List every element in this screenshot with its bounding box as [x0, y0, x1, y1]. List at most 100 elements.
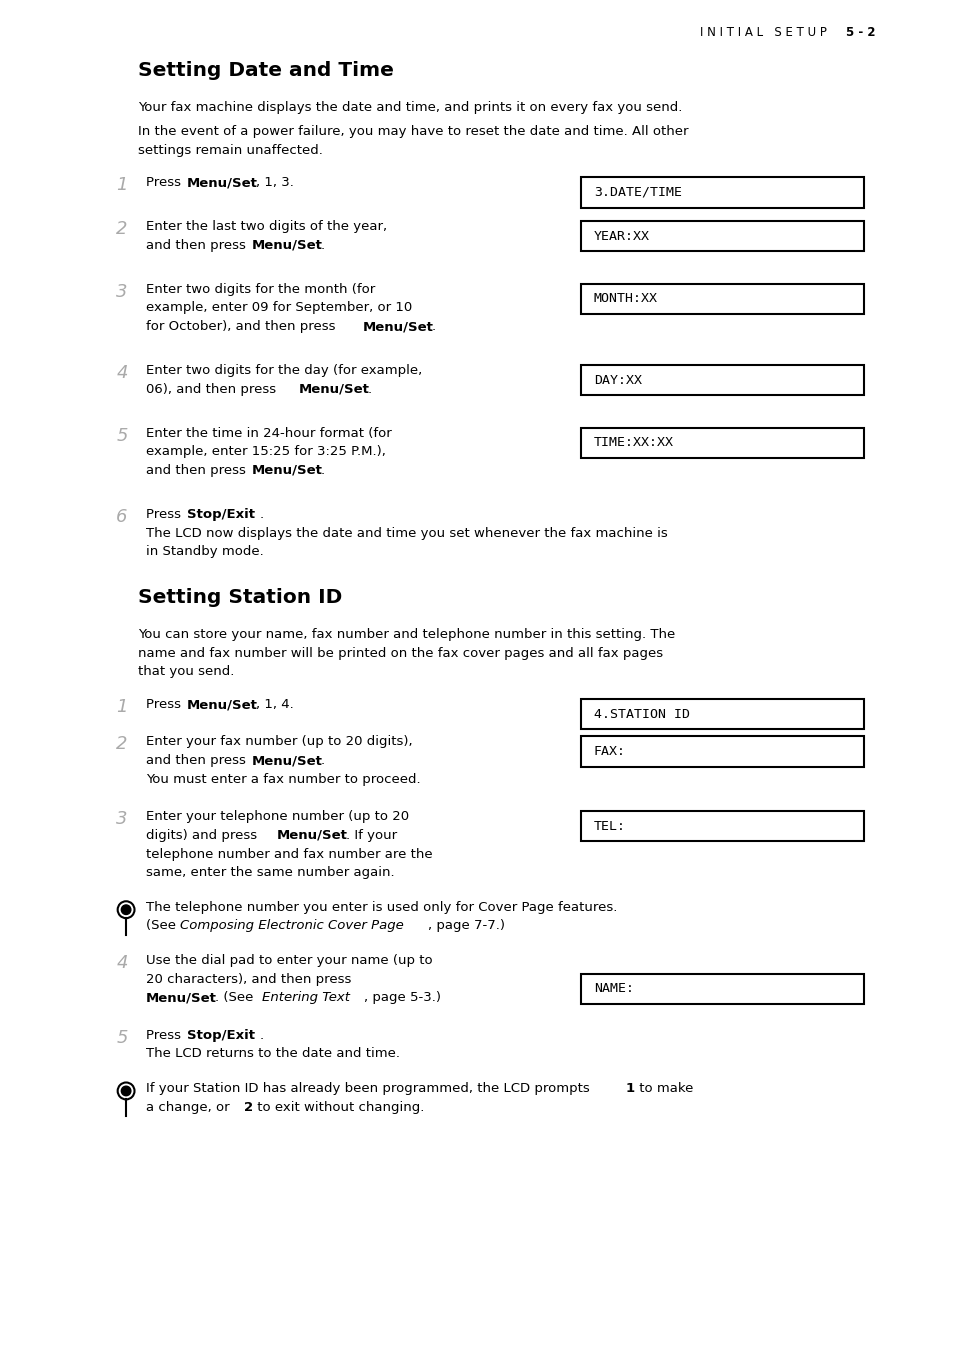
- Text: 2: 2: [244, 1101, 253, 1114]
- Text: 1: 1: [116, 176, 128, 195]
- Text: Enter your fax number (up to 20 digits),: Enter your fax number (up to 20 digits),: [146, 735, 412, 749]
- Text: Enter two digits for the month (for: Enter two digits for the month (for: [146, 283, 375, 296]
- Text: .: .: [320, 754, 325, 767]
- FancyBboxPatch shape: [580, 222, 862, 251]
- Text: Menu/Set: Menu/Set: [187, 176, 257, 189]
- Text: to exit without changing.: to exit without changing.: [253, 1101, 424, 1114]
- Text: Enter the time in 24-hour format (for: Enter the time in 24-hour format (for: [146, 427, 392, 439]
- Text: The LCD now displays the date and time you set whenever the fax machine is: The LCD now displays the date and time y…: [146, 526, 667, 539]
- Text: 5 - 2: 5 - 2: [845, 26, 874, 39]
- Text: . If your: . If your: [345, 829, 396, 842]
- Text: .: .: [367, 383, 372, 396]
- Text: .: .: [432, 320, 436, 333]
- Text: 2: 2: [116, 735, 128, 753]
- Text: You can store your name, fax number and telephone number in this setting. The: You can store your name, fax number and …: [138, 627, 675, 641]
- Text: that you send.: that you send.: [138, 665, 234, 679]
- FancyBboxPatch shape: [580, 177, 862, 208]
- Text: . (See: . (See: [214, 991, 257, 1005]
- Text: MONTH:XX: MONTH:XX: [594, 292, 658, 306]
- FancyBboxPatch shape: [580, 973, 862, 1005]
- Text: .: .: [320, 464, 325, 477]
- Text: In the event of a power failure, you may have to reset the date and time. All ot: In the event of a power failure, you may…: [138, 124, 688, 138]
- Text: Press: Press: [146, 508, 185, 521]
- Text: .: .: [259, 508, 263, 521]
- Text: example, enter 09 for September, or 10: example, enter 09 for September, or 10: [146, 301, 412, 315]
- Text: digits) and press: digits) and press: [146, 829, 261, 842]
- Text: YEAR:XX: YEAR:XX: [594, 230, 649, 243]
- Text: The telephone number you enter is used only for Cover Page features.: The telephone number you enter is used o…: [146, 900, 617, 914]
- Text: You must enter a fax number to proceed.: You must enter a fax number to proceed.: [146, 773, 420, 786]
- Text: Menu/Set: Menu/Set: [252, 754, 322, 767]
- Text: Menu/Set: Menu/Set: [146, 991, 216, 1005]
- Text: .: .: [320, 239, 325, 251]
- Text: example, enter 15:25 for 3:25 P.M.),: example, enter 15:25 for 3:25 P.M.),: [146, 445, 385, 458]
- Text: 6: 6: [116, 508, 128, 526]
- Text: (See: (See: [146, 919, 180, 933]
- Text: , 1, 3.: , 1, 3.: [255, 176, 294, 189]
- Text: and then press: and then press: [146, 464, 250, 477]
- Text: , page 7-7.): , page 7-7.): [428, 919, 504, 933]
- Text: Stop/Exit: Stop/Exit: [187, 508, 254, 521]
- Text: 2: 2: [116, 220, 128, 238]
- Text: Enter the last two digits of the year,: Enter the last two digits of the year,: [146, 220, 387, 233]
- Text: If your Station ID has already been programmed, the LCD prompts: If your Station ID has already been prog…: [146, 1082, 594, 1095]
- Text: Menu/Set: Menu/Set: [252, 464, 322, 477]
- Text: 4: 4: [116, 955, 128, 972]
- Text: Entering Text: Entering Text: [262, 991, 350, 1005]
- Text: 5: 5: [116, 1029, 128, 1046]
- Text: Composing Electronic Cover Page: Composing Electronic Cover Page: [180, 919, 403, 933]
- Text: 3.DATE/TIME: 3.DATE/TIME: [594, 185, 681, 199]
- Text: and then press: and then press: [146, 754, 250, 767]
- Text: The LCD returns to the date and time.: The LCD returns to the date and time.: [146, 1048, 399, 1060]
- Text: Press: Press: [146, 698, 185, 711]
- Text: NAME:: NAME:: [594, 983, 634, 995]
- Text: TEL:: TEL:: [594, 819, 625, 833]
- FancyBboxPatch shape: [580, 284, 862, 314]
- Text: Menu/Set: Menu/Set: [298, 383, 369, 396]
- Text: Menu/Set: Menu/Set: [363, 320, 434, 333]
- Text: a change, or: a change, or: [146, 1101, 233, 1114]
- Text: Stop/Exit: Stop/Exit: [187, 1029, 254, 1042]
- Text: 06), and then press: 06), and then press: [146, 383, 280, 396]
- Circle shape: [121, 904, 131, 914]
- Text: Enter two digits for the day (for example,: Enter two digits for the day (for exampl…: [146, 364, 422, 377]
- Text: , 1, 4.: , 1, 4.: [255, 698, 294, 711]
- FancyBboxPatch shape: [580, 699, 862, 729]
- Text: and then press: and then press: [146, 239, 250, 251]
- Text: I N I T I A L   S E T U P: I N I T I A L S E T U P: [700, 26, 845, 39]
- Text: Menu/Set: Menu/Set: [187, 698, 257, 711]
- Text: 4: 4: [116, 364, 128, 383]
- FancyBboxPatch shape: [580, 811, 862, 841]
- Text: in Standby mode.: in Standby mode.: [146, 545, 263, 558]
- Text: 1: 1: [116, 698, 128, 717]
- Text: Setting Date and Time: Setting Date and Time: [138, 61, 394, 80]
- Text: 5: 5: [116, 427, 128, 445]
- Text: FAX:: FAX:: [594, 745, 625, 758]
- Text: 4.STATION ID: 4.STATION ID: [594, 707, 689, 721]
- Text: 3: 3: [116, 810, 128, 829]
- Text: settings remain unaffected.: settings remain unaffected.: [138, 143, 322, 157]
- Text: to make: to make: [634, 1082, 693, 1095]
- Text: 3: 3: [116, 283, 128, 300]
- Text: Press: Press: [146, 1029, 185, 1042]
- FancyBboxPatch shape: [580, 365, 862, 395]
- Text: .: .: [259, 1029, 263, 1042]
- Text: 20 characters), and then press: 20 characters), and then press: [146, 972, 351, 986]
- Text: , page 5-3.): , page 5-3.): [363, 991, 440, 1005]
- Text: name and fax number will be printed on the fax cover pages and all fax pages: name and fax number will be printed on t…: [138, 646, 662, 660]
- Text: Menu/Set: Menu/Set: [252, 239, 322, 251]
- Text: DAY:XX: DAY:XX: [594, 373, 641, 387]
- FancyBboxPatch shape: [580, 737, 862, 767]
- Text: same, enter the same number again.: same, enter the same number again.: [146, 867, 395, 879]
- FancyBboxPatch shape: [580, 427, 862, 458]
- Text: TIME:XX:XX: TIME:XX:XX: [594, 437, 673, 449]
- Text: Setting Station ID: Setting Station ID: [138, 588, 342, 607]
- Text: 1: 1: [625, 1082, 634, 1095]
- Text: for October), and then press: for October), and then press: [146, 320, 339, 333]
- Text: Menu/Set: Menu/Set: [276, 829, 347, 842]
- Text: Enter your telephone number (up to 20: Enter your telephone number (up to 20: [146, 810, 409, 823]
- Text: Your fax machine displays the date and time, and prints it on every fax you send: Your fax machine displays the date and t…: [138, 100, 681, 114]
- Text: Use the dial pad to enter your name (up to: Use the dial pad to enter your name (up …: [146, 955, 432, 967]
- Text: telephone number and fax number are the: telephone number and fax number are the: [146, 848, 432, 860]
- Text: Press: Press: [146, 176, 185, 189]
